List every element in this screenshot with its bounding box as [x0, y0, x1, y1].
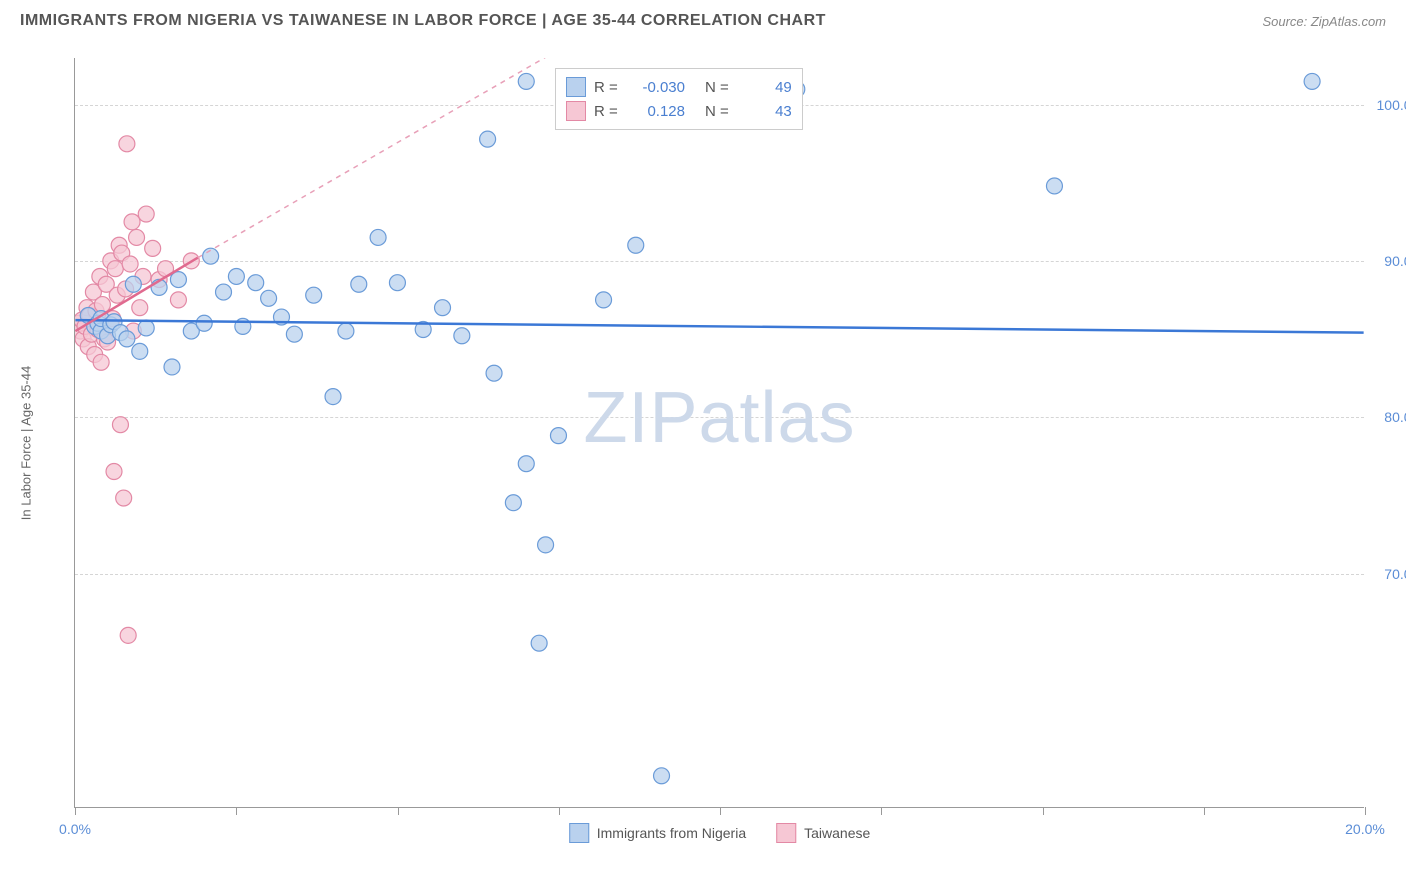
legend-label-1: Immigrants from Nigeria [597, 825, 746, 841]
x-tick-label: 0.0% [59, 821, 91, 837]
plot-svg [75, 58, 1364, 807]
legend: Immigrants from Nigeria Taiwanese [569, 823, 871, 843]
n-value-1: 49 [737, 79, 792, 96]
x-tick-label: 20.0% [1345, 821, 1385, 837]
swatch-series-2 [566, 101, 586, 121]
n-label: N = [705, 79, 729, 96]
legend-swatch-1 [569, 823, 589, 843]
chart-title: IMMIGRANTS FROM NIGERIA VS TAIWANESE IN … [20, 12, 826, 30]
r-label: R = [594, 103, 622, 120]
y-axis-label: In Labor Force | Age 35-44 [19, 366, 34, 520]
r-value-2: 0.128 [630, 103, 685, 120]
y-tick-label: 80.0% [1384, 409, 1406, 425]
n-value-2: 43 [737, 103, 792, 120]
legend-swatch-2 [776, 823, 796, 843]
legend-item-2: Taiwanese [776, 823, 870, 843]
n-label: N = [705, 103, 729, 120]
y-tick-label: 90.0% [1384, 253, 1406, 269]
y-tick-label: 70.0% [1384, 566, 1406, 582]
r-value-1: -0.030 [630, 79, 685, 96]
y-tick-label: 100.0% [1377, 97, 1406, 113]
chart-container: In Labor Force | Age 35-44 ZIPatlas 70.0… [50, 48, 1390, 838]
stats-row-series-1: R = -0.030 N = 49 [566, 75, 792, 99]
chart-header: IMMIGRANTS FROM NIGERIA VS TAIWANESE IN … [0, 0, 1406, 38]
swatch-series-1 [566, 77, 586, 97]
r-label: R = [594, 79, 622, 96]
stats-row-series-2: R = 0.128 N = 43 [566, 99, 792, 123]
plot-area: ZIPatlas 70.0%80.0%90.0%100.0% 0.0%20.0%… [74, 58, 1364, 808]
source-attribution: Source: ZipAtlas.com [1262, 14, 1386, 29]
correlation-stats-box: R = -0.030 N = 49 R = 0.128 N = 43 [555, 68, 803, 130]
legend-item-1: Immigrants from Nigeria [569, 823, 746, 843]
legend-label-2: Taiwanese [804, 825, 870, 841]
